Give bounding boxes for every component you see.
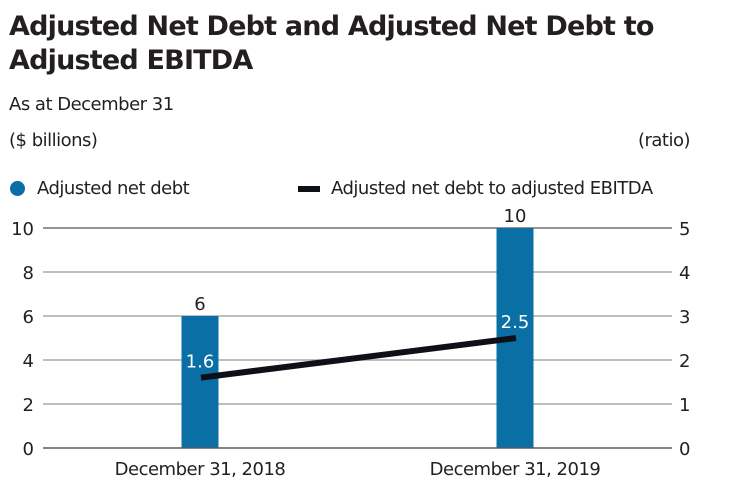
legend-item-adjusted-net-debt: Adjusted net debt (10, 178, 190, 199)
legend-item-ratio: Adjusted net debt to adjusted EBITDA (298, 178, 653, 199)
x-category-label: December 31, 2019 (430, 459, 601, 480)
y-tick-label: 0 (23, 439, 34, 460)
x-category-label: December 31, 2018 (115, 459, 286, 480)
legend-label: Adjusted net debt (37, 178, 190, 199)
right-axis-unit-label: (ratio) (637, 130, 691, 151)
y-tick-label: 4 (23, 351, 34, 372)
bar-value-label: 6 (194, 294, 205, 315)
ratio-value-label: 2.5 (501, 312, 530, 333)
y2-tick-label: 5 (679, 219, 690, 240)
bar (181, 316, 219, 448)
bar-value-label: 10 (504, 206, 527, 227)
legend-label: Adjusted net debt to adjusted EBITDA (331, 178, 653, 199)
y2-tick-label: 1 (679, 395, 690, 416)
legend-circle-icon (10, 181, 25, 196)
ratio-value-label: 1.6 (186, 352, 215, 373)
chart-title: Adjusted Net Debt and Adjusted Net Debt … (9, 11, 654, 76)
y2-tick-label: 0 (679, 439, 690, 460)
chart-subtitle: As at December 31 (9, 94, 174, 115)
y2-tick-label: 3 (679, 307, 690, 328)
y2-tick-label: 4 (679, 263, 690, 284)
y-tick-label: 6 (23, 307, 34, 328)
left-axis-unit-label: ($ billions) (9, 130, 98, 151)
y-tick-label: 10 (11, 219, 34, 240)
legend-line-icon (298, 185, 320, 192)
y-tick-label: 2 (23, 395, 34, 416)
y2-tick-label: 2 (679, 351, 690, 372)
ratio-line (200, 335, 517, 381)
y-tick-label: 8 (23, 263, 34, 284)
